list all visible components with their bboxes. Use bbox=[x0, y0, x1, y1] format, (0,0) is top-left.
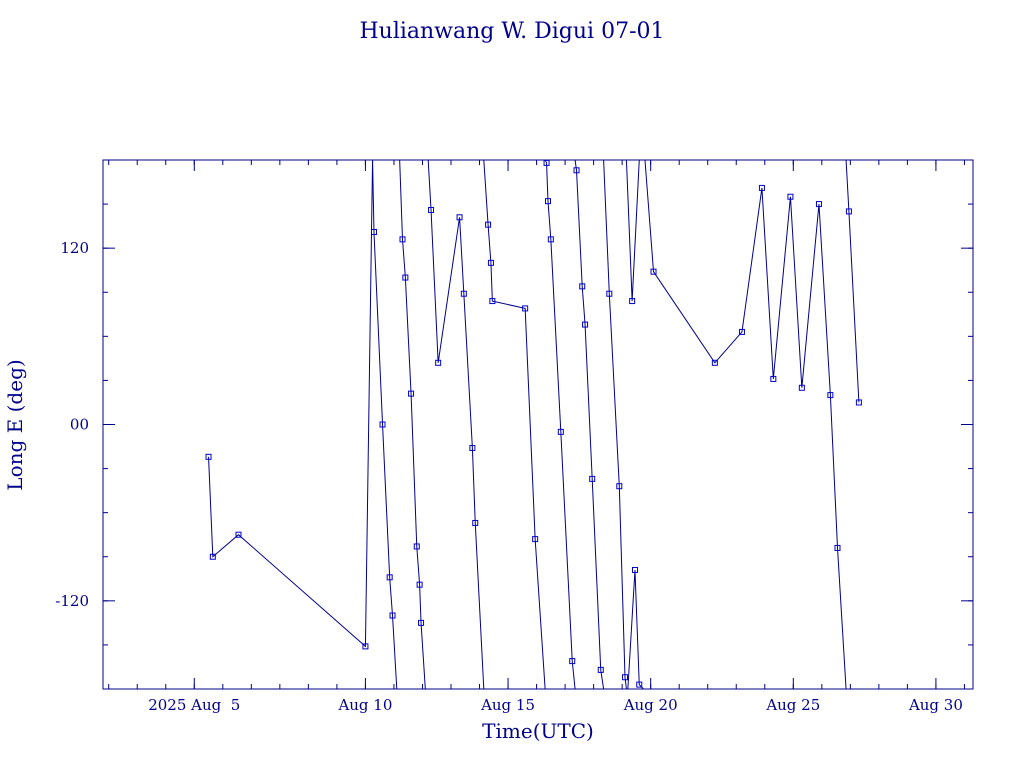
x-tick-label: 2025 Aug 5 bbox=[148, 696, 240, 714]
data-point bbox=[487, 259, 494, 266]
series-line-2 bbox=[399, 160, 426, 689]
chart-title: Hulianwang W. Digui 07-01 bbox=[359, 19, 664, 44]
data-point bbox=[573, 167, 580, 174]
data-point bbox=[418, 619, 425, 626]
data-point bbox=[522, 305, 529, 312]
series-line-6 bbox=[574, 160, 605, 689]
series-line-8 bbox=[625, 160, 640, 302]
data-point bbox=[389, 612, 396, 619]
data-point bbox=[770, 375, 777, 382]
data-point bbox=[579, 283, 586, 290]
data-point bbox=[379, 421, 386, 428]
data-point bbox=[557, 428, 564, 435]
x-tick-label: Aug 30 bbox=[908, 696, 963, 714]
y-tick-label: -120 bbox=[55, 592, 89, 610]
series-line-4 bbox=[483, 160, 546, 689]
series-layer bbox=[205, 160, 862, 689]
data-point bbox=[235, 531, 242, 538]
data-point bbox=[399, 236, 406, 243]
data-point bbox=[408, 390, 415, 397]
data-point bbox=[460, 290, 467, 297]
data-point bbox=[544, 198, 551, 205]
data-point bbox=[758, 184, 765, 191]
data-point bbox=[456, 214, 463, 221]
data-point bbox=[362, 643, 369, 650]
x-tick-label: Aug 15 bbox=[480, 696, 535, 714]
y-axis-label: Long E (deg) bbox=[3, 359, 27, 490]
tick-labels: 2025 Aug 5 Aug 10 Aug 15 Aug 20 Aug 25 Aug 30… bbox=[55, 239, 963, 714]
data-point bbox=[622, 674, 628, 681]
series-line-1 bbox=[372, 160, 398, 689]
data-point bbox=[597, 666, 604, 673]
series-line-0 bbox=[208, 160, 374, 648]
data-point bbox=[616, 483, 623, 490]
data-point bbox=[815, 201, 822, 208]
data-point bbox=[582, 321, 589, 328]
data-point bbox=[472, 519, 479, 526]
data-point bbox=[636, 681, 643, 688]
x-axis-label: Time(UTC) bbox=[482, 719, 594, 743]
data-point bbox=[787, 193, 794, 200]
data-point bbox=[589, 475, 596, 482]
data-point bbox=[631, 566, 638, 573]
data-point bbox=[469, 445, 476, 452]
data-point bbox=[606, 290, 613, 297]
data-point bbox=[569, 658, 576, 665]
data-point bbox=[489, 298, 496, 305]
y-tick-label: 120 bbox=[60, 239, 89, 257]
series-line-11 bbox=[845, 160, 860, 403]
data-point bbox=[543, 160, 550, 166]
data-point bbox=[485, 221, 492, 228]
data-point bbox=[386, 574, 393, 581]
data-point bbox=[738, 328, 745, 335]
data-point bbox=[547, 236, 554, 243]
data-point bbox=[435, 359, 442, 366]
data-point bbox=[845, 208, 852, 215]
data-point bbox=[827, 392, 834, 399]
series-line-7 bbox=[603, 160, 627, 689]
data-point bbox=[711, 359, 718, 366]
axis-ticks bbox=[103, 160, 973, 689]
data-point bbox=[205, 453, 212, 460]
series-line-10 bbox=[644, 160, 847, 689]
series-line-3 bbox=[427, 160, 485, 689]
series-line-5 bbox=[544, 160, 576, 689]
data-point bbox=[629, 298, 636, 305]
data-point bbox=[855, 399, 862, 406]
x-tick-label: Aug 10 bbox=[337, 696, 392, 714]
data-point bbox=[402, 274, 409, 281]
x-tick-label: Aug 20 bbox=[623, 696, 678, 714]
data-point bbox=[650, 268, 657, 275]
data-point bbox=[413, 543, 420, 550]
plot-area-frame bbox=[102, 159, 974, 690]
x-tick-label: Aug 25 bbox=[765, 696, 820, 714]
data-point bbox=[798, 384, 805, 391]
data-point bbox=[834, 544, 841, 551]
data-point bbox=[428, 206, 435, 213]
data-point bbox=[532, 536, 539, 543]
y-tick-label: 00 bbox=[70, 416, 89, 434]
data-point bbox=[416, 581, 423, 588]
data-point bbox=[209, 553, 216, 560]
series-line-9 bbox=[627, 569, 644, 689]
data-point bbox=[370, 229, 377, 236]
